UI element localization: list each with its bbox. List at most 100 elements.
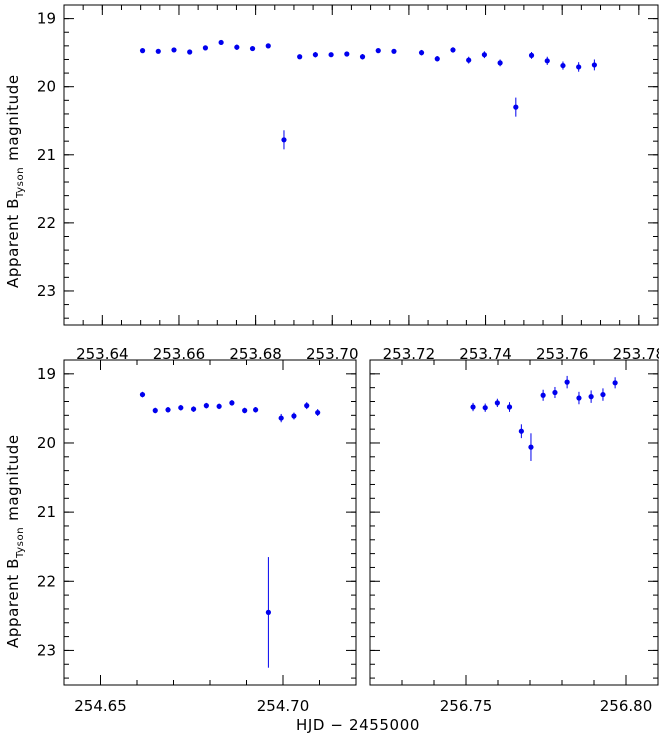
point-marker (344, 51, 350, 57)
bottom-left-panel-ticks (63, 359, 357, 685)
point-marker (506, 404, 513, 410)
y-tick-label: 20 (37, 78, 56, 96)
x-tick-label: 254.65 (74, 697, 127, 715)
data-point (418, 49, 425, 56)
point-marker (560, 62, 566, 69)
data-point (291, 412, 297, 420)
data-point (202, 45, 209, 51)
point-marker (481, 52, 487, 58)
point-marker (171, 47, 177, 53)
y-tick-label: 22 (37, 214, 56, 232)
data-point (481, 51, 487, 59)
y-tick-label: 19 (37, 10, 56, 28)
x-tick-label: 253.68 (229, 345, 282, 363)
point-marker (165, 407, 171, 413)
point-marker (278, 415, 284, 421)
point-marker (600, 391, 606, 398)
point-marker (234, 44, 240, 50)
bottom-y-axis-label: Apparent BTysonmagnitude (4, 434, 26, 648)
point-marker (253, 407, 259, 413)
data-point (497, 59, 503, 67)
data-point (249, 45, 256, 52)
top-panel-ticks (63, 4, 659, 325)
data-point (315, 409, 321, 417)
data-point (218, 39, 224, 46)
y-tick-label: 21 (37, 503, 56, 521)
point-marker (466, 57, 472, 63)
point-marker (328, 52, 334, 58)
data-point (576, 62, 582, 72)
point-marker (375, 48, 381, 54)
x-tick-label: 253.70 (306, 345, 359, 363)
point-marker (513, 104, 519, 110)
data-point (540, 389, 546, 401)
data-point (242, 407, 248, 414)
data-point (278, 413, 284, 423)
y-tick-label: 23 (37, 641, 56, 659)
bottom-right-panel-tick-labels: 256.75 256.80 (440, 697, 653, 715)
data-point (564, 375, 570, 389)
data-point (297, 54, 303, 60)
point-marker (588, 394, 594, 400)
bottom-left-panel-points (139, 391, 321, 668)
point-marker (187, 49, 193, 55)
point-marker (249, 45, 256, 52)
point-marker (312, 52, 318, 58)
x-tick-label: 254.70 (257, 697, 310, 715)
point-marker (518, 428, 524, 434)
data-point (588, 390, 594, 403)
point-marker (564, 379, 570, 385)
point-marker (482, 405, 488, 411)
data-point (203, 402, 209, 409)
bottom-left-panel: 254.65 254.70 19 20 21 22 23 (37, 359, 357, 715)
top-panel: 253.64 253.66 253.68 253.70 253.72 253.74 253.… (37, 4, 659, 363)
top-panel-frame (63, 4, 659, 326)
data-point (528, 51, 535, 59)
data-point (265, 557, 271, 668)
data-point (312, 51, 318, 58)
data-point (506, 402, 513, 412)
point-marker (265, 609, 271, 615)
x-tick-label: 253.74 (459, 345, 512, 363)
point-marker (139, 48, 146, 54)
data-point (560, 61, 566, 70)
point-marker (497, 60, 503, 66)
point-marker (203, 403, 209, 409)
point-marker (612, 380, 618, 386)
data-point (375, 48, 381, 54)
y-tick-label: 19 (37, 365, 56, 383)
data-point (229, 400, 235, 406)
top-y-axis-label: Apparent BTysonmagnitude (4, 74, 26, 288)
point-marker (450, 47, 456, 53)
point-marker (297, 54, 303, 60)
data-point (450, 47, 456, 53)
data-point (391, 48, 397, 54)
data-point (139, 391, 146, 398)
data-point (482, 403, 488, 412)
point-marker (139, 391, 146, 398)
point-marker (218, 39, 224, 46)
point-marker (591, 62, 597, 68)
data-point (216, 403, 222, 410)
data-point (178, 404, 184, 411)
data-point (528, 433, 534, 461)
x-tick-label: 253.78 (613, 345, 659, 363)
y-tick-label: 21 (37, 146, 56, 164)
bottom-right-panel: 256.75 256.80 (369, 359, 659, 715)
point-marker (155, 48, 161, 54)
bottom-left-panel-tick-labels: 254.65 254.70 19 20 21 22 23 (37, 365, 309, 715)
data-point (344, 51, 350, 57)
x-axis-label: HJD − 2455000 (296, 716, 420, 734)
x-tick-label: 253.76 (536, 345, 589, 363)
point-marker (540, 392, 546, 398)
data-point (165, 407, 171, 413)
top-panel-tick-labels: 253.64 253.66 253.68 253.70 253.72 253.74 253.… (37, 10, 659, 363)
data-point (281, 130, 287, 150)
data-point (518, 424, 524, 439)
data-point (190, 406, 197, 412)
data-point (253, 407, 259, 413)
y-tick-label: 23 (37, 282, 56, 300)
point-marker (359, 54, 366, 60)
bottom-right-panel-points (470, 375, 618, 461)
data-point (155, 48, 161, 54)
